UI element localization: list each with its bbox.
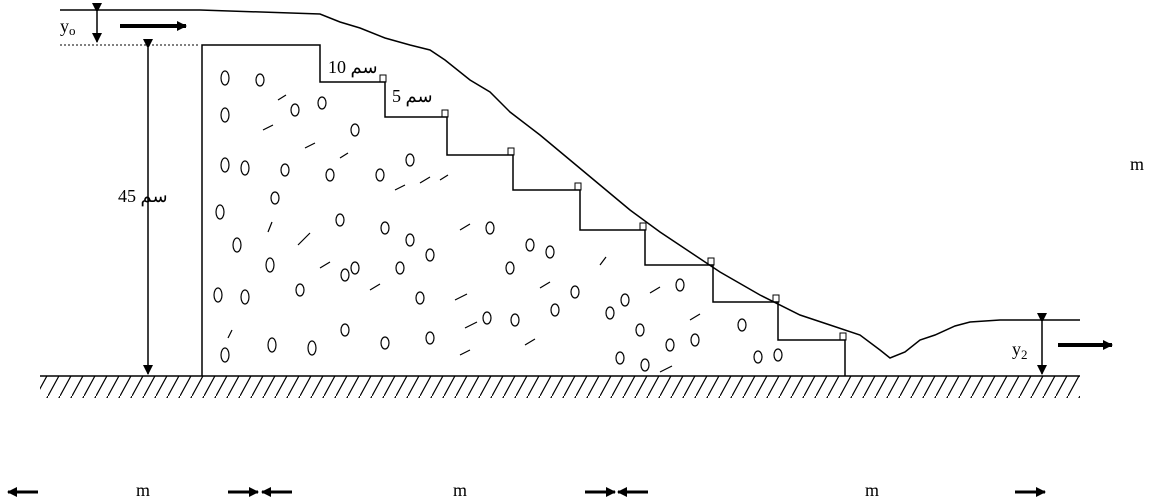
- height-label: 45 سم: [118, 186, 168, 207]
- water-surface: [60, 9, 1080, 359]
- subscript: 2: [1021, 347, 1028, 362]
- downstream-depth-label: y2: [1012, 339, 1028, 362]
- stepped-weir: [201, 44, 846, 376]
- gravel: [213, 70, 783, 373]
- bottom-unit: m: [865, 480, 879, 500]
- ground-hatch: [40, 376, 1080, 398]
- bottom-unit: m: [453, 480, 467, 500]
- step-markers: [379, 74, 847, 341]
- step-length-label: 5 سم: [392, 86, 433, 107]
- upstream-depth-label: yo: [60, 16, 76, 38]
- symbol: y: [60, 16, 69, 36]
- side-unit: m: [1130, 154, 1144, 174]
- step-height-label: 10 سم: [328, 57, 378, 78]
- subscript: o: [69, 23, 76, 38]
- bottom-unit: m: [136, 480, 150, 500]
- symbol: y: [1012, 339, 1021, 359]
